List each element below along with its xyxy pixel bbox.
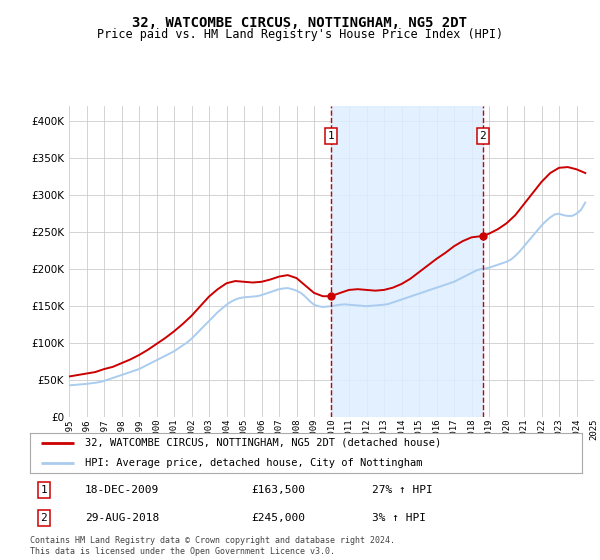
Text: HPI: Average price, detached house, City of Nottingham: HPI: Average price, detached house, City… [85,458,422,468]
Text: 27% ↑ HPI: 27% ↑ HPI [372,485,433,495]
Bar [331,106,483,417]
Text: 29-AUG-2018: 29-AUG-2018 [85,513,160,523]
Text: £163,500: £163,500 [251,485,305,495]
Text: 2: 2 [40,513,47,523]
Text: 18-DEC-2009: 18-DEC-2009 [85,485,160,495]
Text: £245,000: £245,000 [251,513,305,523]
Text: 1: 1 [40,485,47,495]
Text: Price paid vs. HM Land Registry's House Price Index (HPI): Price paid vs. HM Land Registry's House … [97,28,503,41]
Text: 32, WATCOMBE CIRCUS, NOTTINGHAM, NG5 2DT (detached house): 32, WATCOMBE CIRCUS, NOTTINGHAM, NG5 2DT… [85,438,442,448]
Text: 3% ↑ HPI: 3% ↑ HPI [372,513,426,523]
Text: 1: 1 [328,131,334,141]
Text: Contains HM Land Registry data © Crown copyright and database right 2024.
This d: Contains HM Land Registry data © Crown c… [30,536,395,556]
Text: 2: 2 [479,131,486,141]
Text: 32, WATCOMBE CIRCUS, NOTTINGHAM, NG5 2DT: 32, WATCOMBE CIRCUS, NOTTINGHAM, NG5 2DT [133,16,467,30]
